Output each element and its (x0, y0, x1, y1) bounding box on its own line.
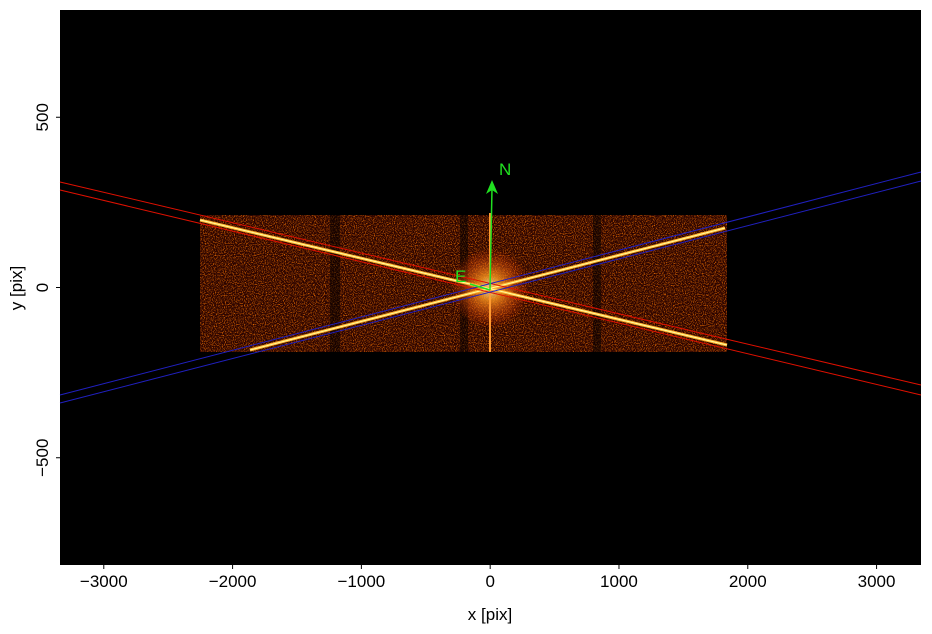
x-tick-label: −1000 (338, 572, 386, 591)
x-tick-label: −2000 (209, 572, 257, 591)
annotation: N (499, 160, 511, 179)
chip-gap (330, 215, 340, 352)
x-tick-label: −3000 (80, 572, 128, 591)
compass-north (489, 187, 493, 291)
grating-arm-core (199, 219, 728, 346)
x-tick-label: 2000 (729, 572, 767, 591)
compass-east (469, 283, 491, 291)
image: N E (59, 160, 922, 404)
chip-gap (593, 215, 601, 352)
annotation: E (455, 267, 466, 286)
x-tick-label: 3000 (858, 572, 896, 591)
x-axis-label: x [pix] (468, 605, 512, 624)
y-axis-label: y [pix] (7, 266, 26, 310)
y-tick-label: 0 (33, 283, 52, 292)
region-line (59, 180, 922, 404)
x-tick-label: 1000 (600, 572, 638, 591)
compass-arrowhead (486, 180, 498, 194)
y-tick-label: 500 (33, 103, 52, 131)
x-tick-label: 0 (485, 572, 494, 591)
y-tick-label: −500 (33, 439, 52, 477)
